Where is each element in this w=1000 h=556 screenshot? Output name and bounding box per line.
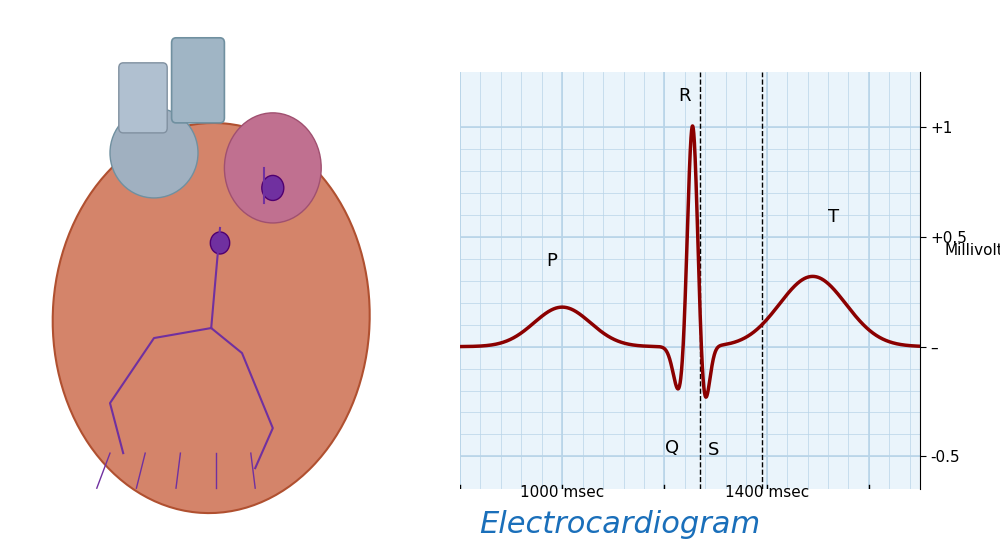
FancyBboxPatch shape bbox=[119, 63, 167, 133]
Text: Millivolts: Millivolts bbox=[945, 243, 1000, 257]
Text: S: S bbox=[708, 441, 719, 459]
Circle shape bbox=[262, 175, 284, 200]
Text: 1400 msec: 1400 msec bbox=[725, 485, 809, 500]
Text: T: T bbox=[828, 208, 839, 226]
Circle shape bbox=[210, 232, 230, 254]
Text: 1000 msec: 1000 msec bbox=[520, 485, 604, 500]
FancyBboxPatch shape bbox=[172, 38, 224, 123]
Text: Electrocardiogram: Electrocardiogram bbox=[479, 510, 761, 539]
Text: Q: Q bbox=[665, 439, 679, 457]
Text: R: R bbox=[679, 87, 691, 105]
Ellipse shape bbox=[53, 123, 370, 513]
Text: P: P bbox=[547, 252, 557, 270]
Ellipse shape bbox=[110, 108, 198, 198]
Ellipse shape bbox=[224, 113, 321, 223]
